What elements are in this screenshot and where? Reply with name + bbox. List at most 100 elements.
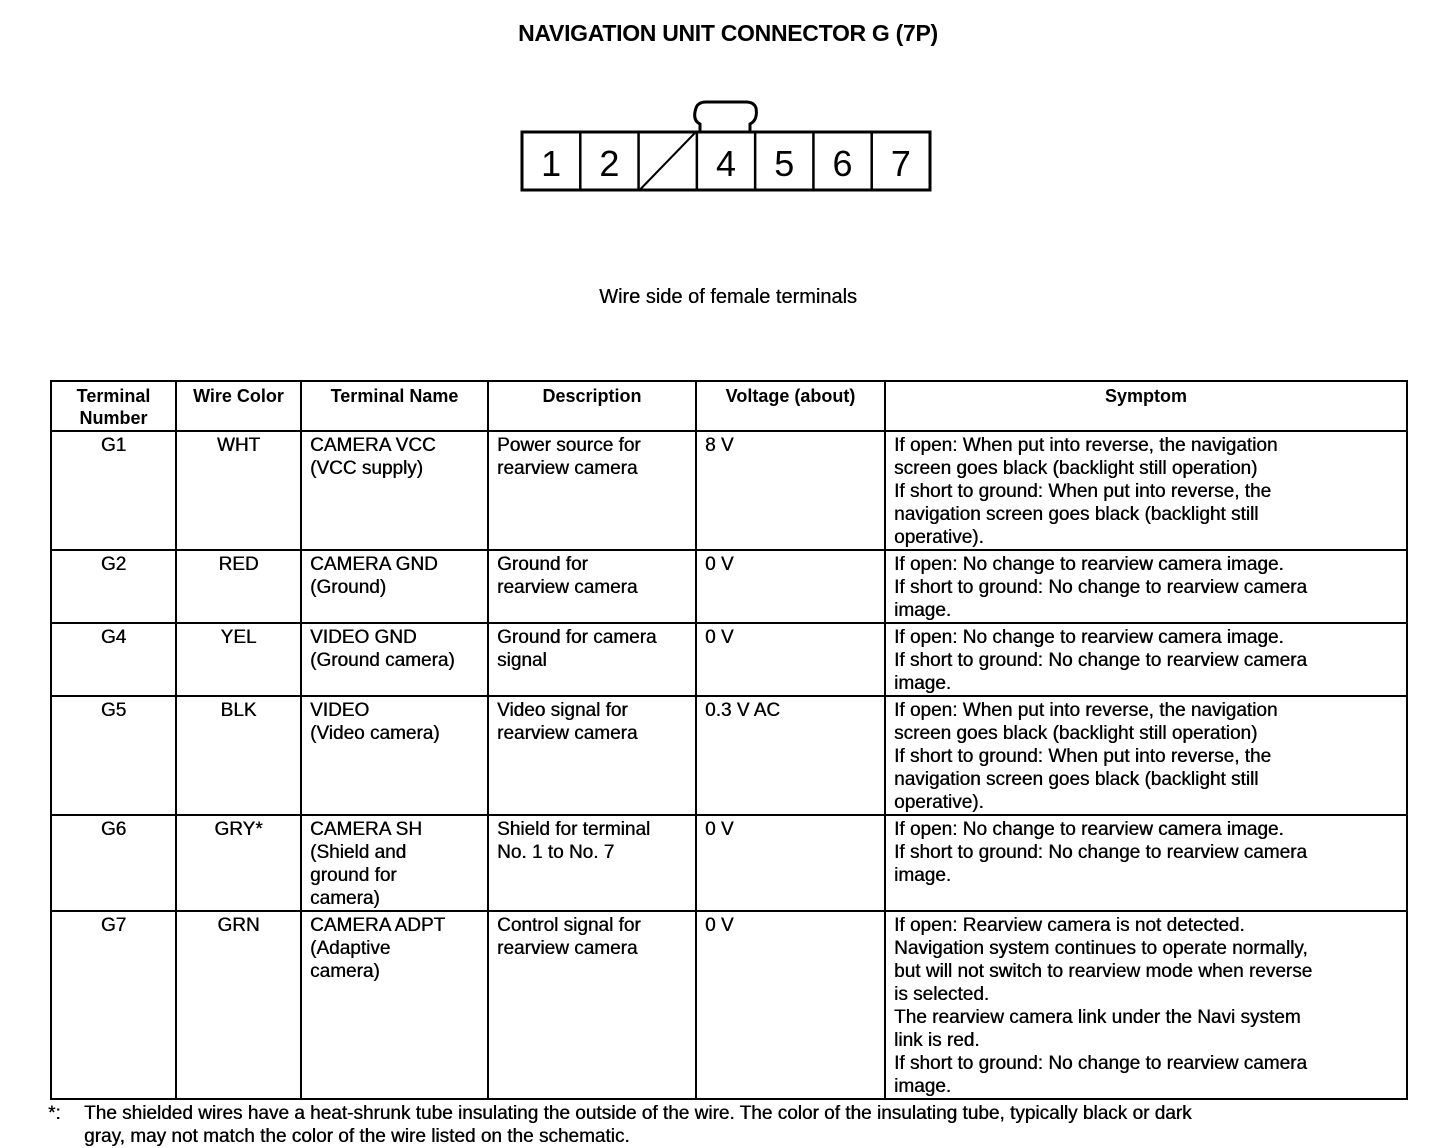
connector-body [520,130,932,192]
terminal-number-cell: G1 [50,430,177,551]
terminal-number-cell: G4 [50,622,177,697]
description-cell-line: Power source for [497,435,641,456]
description-cell-line: rearview camera [497,458,638,479]
voltage-cell: 0 V [695,814,886,912]
terminal-name-cell-line: CAMERA SH [310,819,422,840]
symptom-cell-line: image. [894,673,952,694]
table-header-row: Terminal Number Wire Color Terminal Name… [50,380,1408,432]
empty-terminal-slash [639,132,696,190]
symptom-cell: If open: Rearview camera is not detected… [884,910,1408,1100]
terminal-table: Terminal Number Wire Color Terminal Name… [50,380,1408,1100]
table-row: G4 YEL VIDEO GND (Ground camera) Ground for … [50,622,1408,697]
connector-caption: Wire side of female terminals [599,286,857,308]
terminal-name-cell: VIDEO (Video camera) [300,695,489,816]
symptom-cell-line: operative). [894,527,984,548]
wire-color-cell: GRY* [175,814,302,912]
footnote: *: The shielded wires have a heat-shrunk … [48,1102,1418,1148]
wire-color-cell: GRN [175,910,302,1100]
symptom-cell-line: screen goes black (backlight still opera… [894,458,1258,479]
wire-color-cell: WHT [175,430,302,551]
symptom-cell-line: image. [894,865,952,886]
terminal-name-cell-line: CAMERA ADPT [310,915,446,936]
description-cell-line: Video signal for [497,700,628,721]
terminal-name-cell-line: (Adaptive [310,938,391,959]
description-cell-line: Control signal for [497,915,641,936]
footnote-line: gray, may not match the color of the wir… [84,1126,630,1147]
terminal-number: 4 [716,143,736,184]
symptom-cell-line: If short to ground: No change to rearvie… [894,1053,1307,1074]
description-cell: Power source for rearview camera [487,430,697,551]
terminal-name-cell-line: ground for [310,865,397,886]
symptom-cell: If open: No change to rearview camera im… [884,622,1408,697]
symptom-cell-line: The rearview camera link under the Navi … [894,1007,1301,1028]
terminal-name-cell-line: VIDEO GND [310,627,417,648]
table-row: G2 RED CAMERA GND (Ground) Ground for rearvie… [50,549,1408,624]
symptom-cell-line: If short to ground: No change to rearvie… [894,577,1307,598]
symptom-cell: If open: No change to rearview camera im… [884,549,1408,624]
symptom-cell: If open: When put into reverse, the navi… [884,430,1408,551]
description-cell: Shield for terminal No. 1 to No. 7 [487,814,697,912]
symptom-cell-line: If open: Rearview camera is not detected… [894,915,1245,936]
description-cell-line: rearview camera [497,938,638,959]
symptom-cell-line: image. [894,600,952,621]
symptom-cell-line: image. [894,1076,952,1097]
symptom-cell-line: If open: When put into reverse, the navi… [894,700,1278,721]
terminal-number: 2 [599,143,619,184]
wire-color-cell: BLK [175,695,302,816]
voltage-cell: 0.3 V AC [695,695,886,816]
terminal-number-cell: G6 [50,814,177,912]
terminal-number: 5 [774,143,794,184]
symptom-cell-line: navigation screen goes black (backlight … [894,769,1259,790]
terminal-name-cell-line: (VCC supply) [310,458,423,479]
page-title: NAVIGATION UNIT CONNECTOR G (7P) [518,20,938,46]
symptom-cell: If open: When put into reverse, the navi… [884,695,1408,816]
wire-color-cell: YEL [175,622,302,697]
voltage-cell: 0 V [695,622,886,697]
symptom-cell-line: If open: No change to rearview camera im… [894,554,1284,575]
terminal-name-cell: CAMERA ADPT (Adaptive camera) [300,910,489,1100]
table-and-footnote: Terminal Number Wire Color Terminal Name… [48,380,1418,1148]
symptom-cell-line: If short to ground: No change to rearvie… [894,650,1307,671]
terminal-number: 1 [541,143,561,184]
terminal-name-cell: CAMERA VCC (VCC supply) [300,430,489,551]
connector-lock-tab [693,100,758,132]
terminal-name-cell: CAMERA GND (Ground) [300,549,489,624]
terminal-name-cell-line: CAMERA VCC [310,435,436,456]
footnote-mark: *: [48,1103,61,1124]
terminal-name-cell-line: camera) [310,888,380,909]
symptom-cell-line: operative). [894,792,984,813]
table-row: G7 GRN CAMERA ADPT (Adaptive camera) Control … [50,910,1408,1100]
description-cell: Control signal for rearview camera [487,910,697,1100]
symptom-cell-line: navigation screen goes black (backlight … [894,504,1259,525]
header-wire-color: Wire Color [175,380,302,432]
symptom-cell-line: If open: No change to rearview camera im… [894,627,1284,648]
description-cell-line: Shield for terminal [497,819,651,840]
voltage-cell: 0 V [695,549,886,624]
terminal-number: 7 [891,143,911,184]
wire-color-cell: RED [175,549,302,624]
symptom-cell-line: screen goes black (backlight still opera… [894,723,1258,744]
symptom-cell-line: If open: No change to rearview camera im… [894,819,1284,840]
terminal-number-cell: G7 [50,910,177,1100]
description-cell-line: No. 1 to No. 7 [497,842,615,863]
terminal-name-cell-line: (Video camera) [310,723,440,744]
terminal-name-cell-line: (Ground camera) [310,650,455,671]
header-terminal-number: Terminal Number [50,380,177,432]
symptom-cell-line: Navigation system continues to operate n… [894,938,1308,959]
symptom-cell-line: If open: When put into reverse, the navi… [894,435,1278,456]
symptom-cell-line: If short to ground: When put into revers… [894,481,1272,502]
symptom-cell-line: link is red. [894,1030,980,1051]
terminal-name-cell-line: (Shield and [310,842,407,863]
description-cell: Video signal for rearview camera [487,695,697,816]
description-cell-line: rearview camera [497,723,638,744]
terminal-name-cell-line: CAMERA GND [310,554,438,575]
header-symptom: Symptom [884,380,1408,432]
symptom-cell-line: If short to ground: No change to rearvie… [894,842,1307,863]
header-voltage: Voltage (about) [695,380,886,432]
description-cell-line: rearview camera [497,577,638,598]
terminal-number-cell: G5 [50,695,177,816]
footnote-line: The shielded wires have a heat-shrunk tu… [84,1103,1192,1124]
terminal-number: 6 [833,143,853,184]
description-cell-line: Ground for camera [497,627,657,648]
